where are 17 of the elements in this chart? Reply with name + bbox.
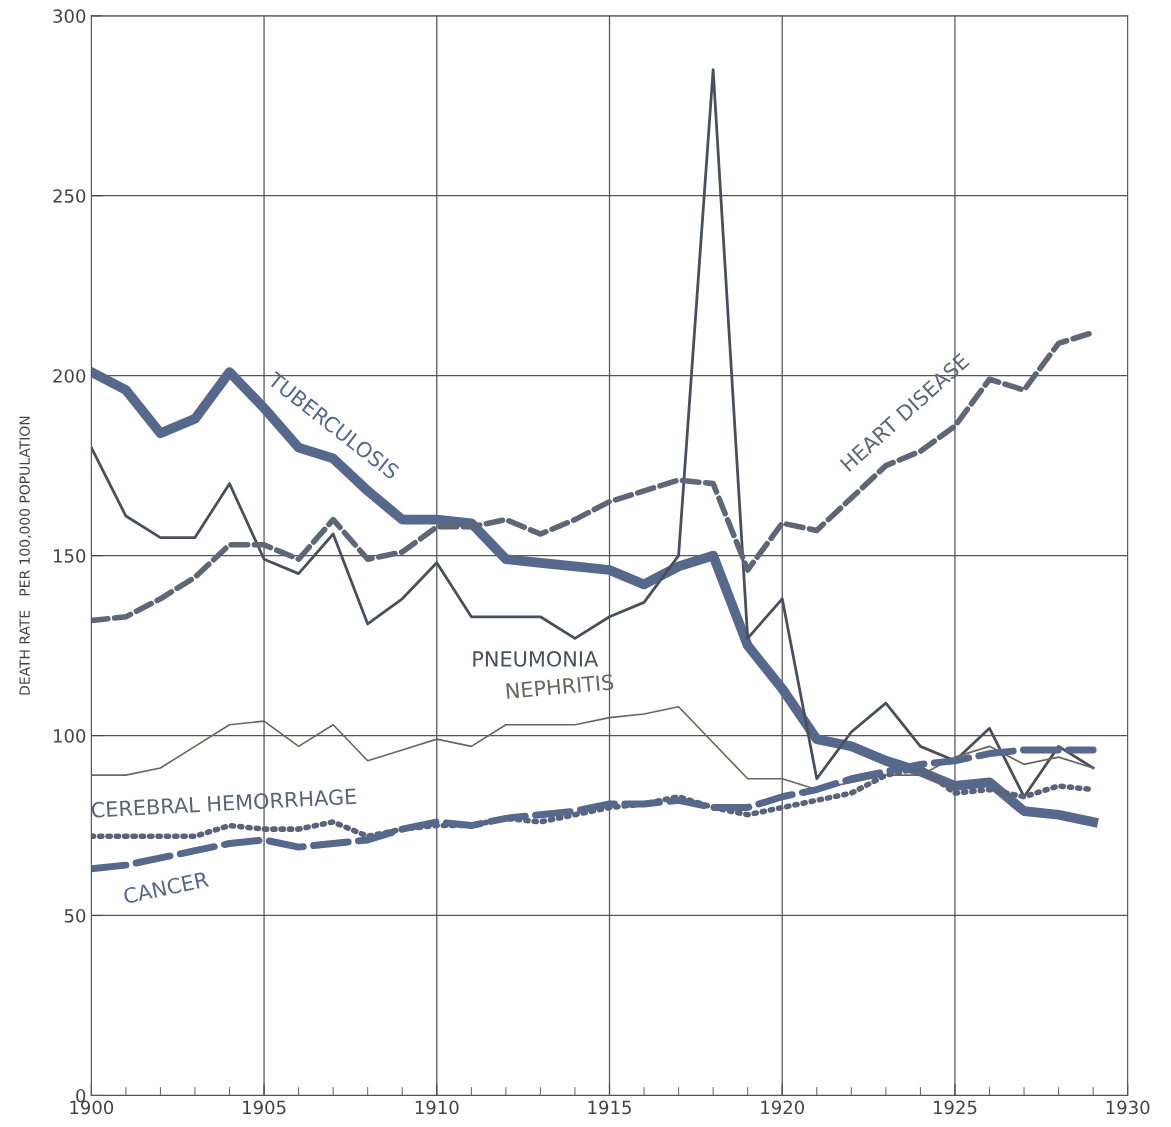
text: CANCER [122, 871, 210, 905]
y-axis-title: DEATH RATE PER 100,000 POPULATION [19, 416, 32, 695]
x-tick-label: 1905 [243, 1100, 286, 1115]
x-tick-label: 1930 [1106, 1100, 1150, 1115]
series-label: NEPHRITIS [506, 673, 614, 699]
series-label: PNEUMONIA [473, 650, 599, 667]
x-tick-label: 1925 [933, 1100, 977, 1115]
x-tick-label: 1915 [588, 1100, 631, 1115]
y-tick-label: 50 [64, 908, 86, 923]
y-tick-label: 250 [53, 189, 86, 203]
y-tick-label: 150 [54, 549, 86, 563]
x-tick-label: 1910 [415, 1100, 459, 1115]
y-tick-label: 200 [53, 369, 86, 383]
y-tick-label: 100 [54, 729, 86, 743]
y-tick-label: 300 [53, 9, 86, 23]
x-tick-label: 1920 [761, 1100, 804, 1115]
series-label: CEREBRAL HEMORRHAGE [91, 788, 357, 818]
